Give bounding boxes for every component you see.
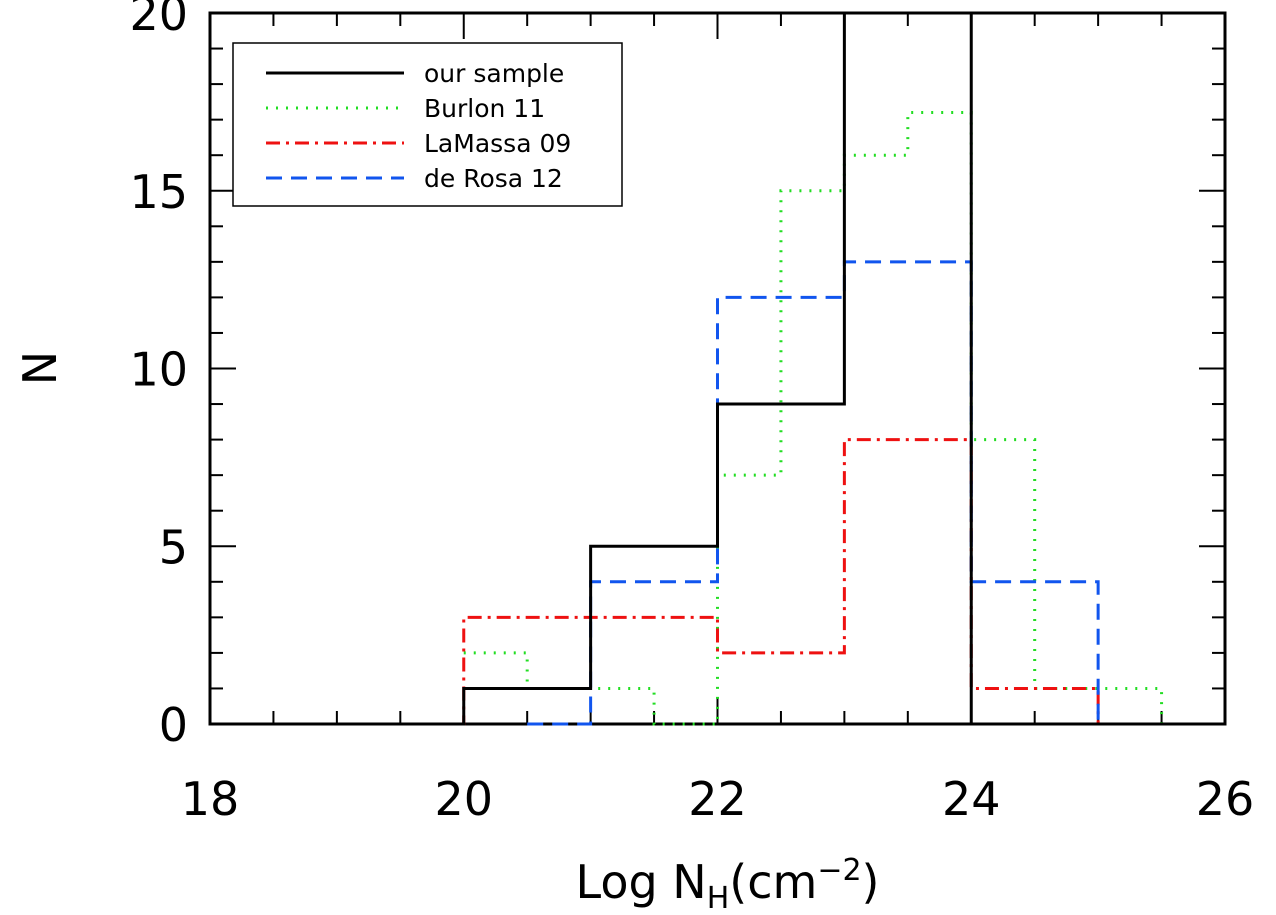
x-axis-label-subscript: H [707, 881, 730, 915]
y-axis-label: N [13, 351, 67, 385]
x-tick-label: 18 [181, 772, 240, 826]
y-tick-label: 15 [129, 165, 188, 219]
x-axis-label: Log NH(cm−2) [576, 853, 880, 915]
legend-label: LaMassa 09 [424, 129, 571, 158]
legend-label: de Rosa 12 [424, 164, 563, 193]
x-axis-label-unit-close: ) [862, 855, 880, 909]
x-tick-label: 22 [688, 772, 747, 826]
x-axis-label-unit-open: (cm [729, 855, 817, 909]
y-tick-label: 0 [159, 698, 188, 752]
series-group [210, 11, 1225, 726]
y-tick-label: 10 [129, 343, 188, 397]
legend-label: Burlon 11 [424, 94, 545, 123]
plot-area [208, 11, 1227, 726]
x-tick-label: 26 [1196, 772, 1255, 826]
legend: our sample Burlon 11 LaMassa 09 de Rosa 12 [232, 42, 623, 207]
y-tick-label: 5 [159, 520, 188, 574]
y-tick-labels: 0 5 10 15 20 [129, 0, 188, 752]
legend-items: our sample Burlon 11 LaMassa 09 de Rosa 12 [266, 59, 571, 193]
x-tick-labels: 18 20 22 24 26 [181, 772, 1255, 826]
x-axis-label-superscript: −2 [817, 853, 861, 888]
series-line-burlon-11 [463, 111, 1194, 726]
x-axis-label-main: Log N [576, 855, 707, 909]
x-tick-label: 24 [942, 772, 1001, 826]
legend-label: our sample [424, 59, 564, 88]
series-line-lamassa-09 [400, 438, 1162, 726]
x-tick-label: 20 [434, 772, 493, 826]
y-tick-label: 20 [129, 0, 188, 41]
series-line-our-sample [210, 11, 1225, 726]
